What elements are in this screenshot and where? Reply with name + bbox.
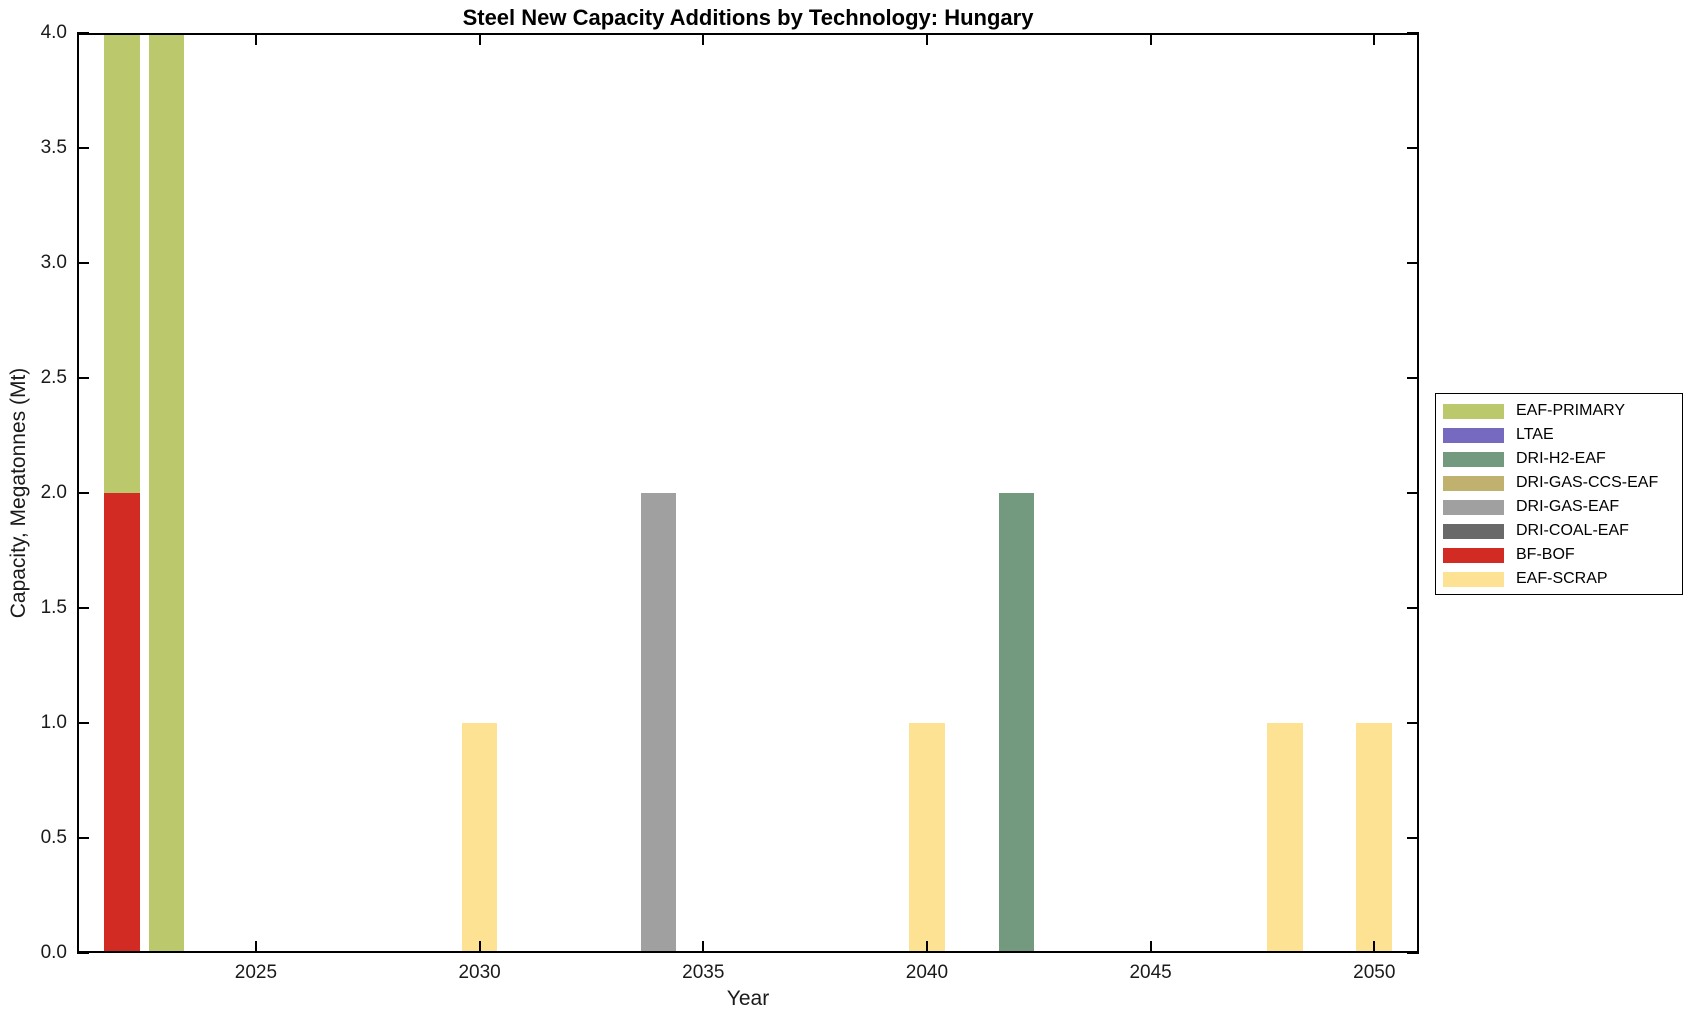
y-tick-label-0.0: 0.0 <box>40 942 67 963</box>
y-axis-label: Capacity, Megatonnes (Mt) <box>7 367 30 619</box>
legend-swatch-dri-coal-eaf <box>1443 523 1504 539</box>
legend-label-eaf-primary: EAF-PRIMARY <box>1516 402 1626 419</box>
x-axis-label: Year <box>726 987 770 1010</box>
legend-label-bf-bof: BF-BOF <box>1516 546 1575 563</box>
x-tick-label-2050: 2050 <box>1353 962 1396 983</box>
bar-segment-eaf-primary-2023 <box>148 33 185 953</box>
bar-segment-eaf-primary-2022 <box>103 33 140 493</box>
bar-segment-dri-h2-eaf-2042 <box>998 493 1035 953</box>
bars-layer <box>77 33 1419 953</box>
legend-row-dri-gas-eaf: DRI-GAS-EAF <box>1443 495 1682 519</box>
bar-segment-eaf-scrap-2040 <box>909 723 945 953</box>
y-tick-label-4.0: 4.0 <box>40 22 67 43</box>
legend: EAF-PRIMARY LTAE DRI-H2-EAF DRI-GAS-CCS-EAF… <box>1435 393 1683 595</box>
legend-label-eaf-scrap: EAF-SCRAP <box>1516 570 1608 587</box>
legend-label-dri-gas-eaf: DRI-GAS-EAF <box>1516 498 1620 515</box>
legend-swatch-eaf-scrap <box>1443 571 1504 587</box>
legend-row-dri-coal-eaf: DRI-COAL-EAF <box>1443 519 1682 543</box>
bar-segment-bf-bof-2022 <box>103 493 140 953</box>
y-tick-label-3.0: 3.0 <box>40 252 67 273</box>
legend-swatch-ltae <box>1443 427 1504 443</box>
legend-row-dri-gas-ccs-eaf: DRI-GAS-CCS-EAF <box>1443 471 1682 495</box>
y-tick-label-1.5: 1.5 <box>40 597 67 618</box>
legend-swatch-dri-gas-ccs-eaf <box>1443 475 1504 491</box>
x-tick-label-2025: 2025 <box>234 962 278 983</box>
y-tick-label-1.0: 1.0 <box>40 712 67 733</box>
legend-swatch-dri-gas-eaf <box>1443 499 1504 515</box>
legend-row-eaf-scrap: EAF-SCRAP <box>1443 567 1682 591</box>
bar-segment-dri-gas-eaf-2034 <box>640 493 677 953</box>
legend-swatch-bf-bof <box>1443 547 1504 563</box>
legend-row-bf-bof: BF-BOF <box>1443 543 1682 567</box>
x-tick-label-2030: 2030 <box>458 962 501 983</box>
x-tick-label-2045: 2045 <box>1129 962 1172 983</box>
bar-segment-eaf-scrap-2050 <box>1356 723 1393 953</box>
legend-row-ltae: LTAE <box>1443 423 1682 447</box>
y-tick-label-3.5: 3.5 <box>40 137 67 158</box>
legend-label-ltae: LTAE <box>1516 426 1554 443</box>
legend-label-dri-gas-ccs-eaf: DRI-GAS-CCS-EAF <box>1516 474 1659 491</box>
y-tick-label-2.0: 2.0 <box>40 482 67 503</box>
plot-area <box>77 32 1419 954</box>
legend-label-dri-h2-eaf: DRI-H2-EAF <box>1516 450 1606 467</box>
legend-row-dri-h2-eaf: DRI-H2-EAF <box>1443 447 1682 471</box>
legend-label-dri-coal-eaf: DRI-COAL-EAF <box>1516 522 1629 539</box>
legend-swatch-eaf-primary <box>1443 403 1504 419</box>
x-tick-label-2035: 2035 <box>682 962 725 983</box>
bar-segment-eaf-scrap-2048 <box>1266 723 1303 953</box>
chart-title: Steel New Capacity Additions by Technolo… <box>462 5 1034 30</box>
legend-row-eaf-primary: EAF-PRIMARY <box>1443 399 1682 423</box>
y-tick-label-2.5: 2.5 <box>40 367 67 388</box>
y-tick-label-0.5: 0.5 <box>40 827 67 848</box>
x-tick-label-2040: 2040 <box>905 962 949 983</box>
legend-swatch-dri-h2-eaf <box>1443 451 1504 467</box>
bar-segment-eaf-scrap-2030 <box>461 723 498 953</box>
